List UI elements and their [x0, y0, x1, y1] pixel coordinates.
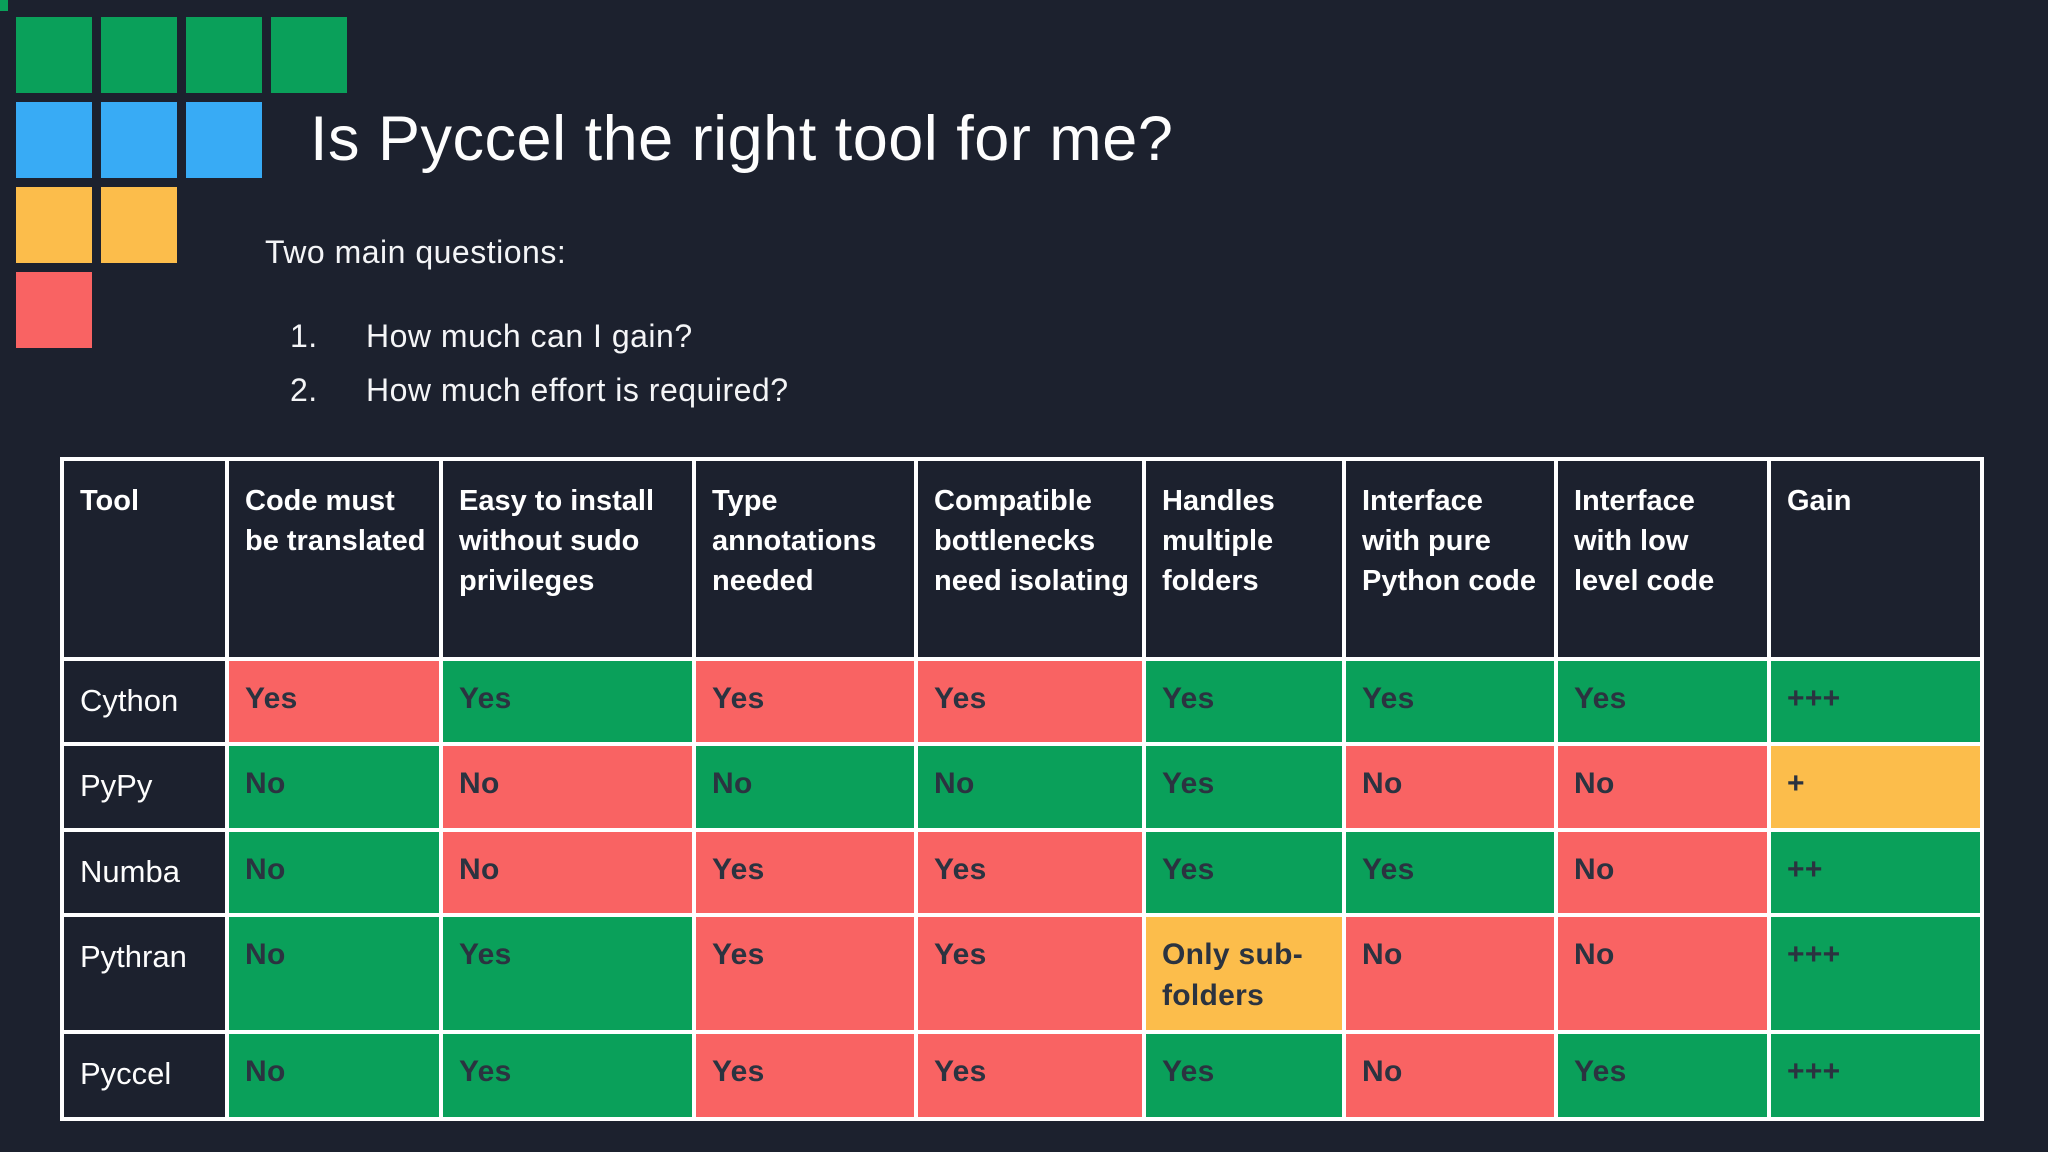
table-row-numba: Numba No No Yes Yes Yes Yes No ++	[60, 828, 1984, 917]
value-cell: No	[225, 1030, 443, 1121]
value-cell: Yes	[225, 657, 443, 746]
table-header: Tool Code must be translated Easy to insta…	[60, 457, 1984, 661]
value-cell: Yes	[692, 1030, 918, 1121]
column-header-compatible-bottlenecks-need-isolating: Compatible bottlenecks need isolating	[914, 457, 1146, 661]
value-cell: No	[1342, 913, 1558, 1034]
value-cell: No	[914, 742, 1146, 832]
value-cell: Yes	[439, 657, 696, 746]
column-header-easy-to-install-without-sudo-privileges: Easy to install without sudo privileges	[439, 457, 696, 661]
value-cell: Yes	[1342, 828, 1558, 917]
column-header-tool: Tool	[60, 457, 229, 661]
value-cell: No	[225, 828, 443, 917]
question-text: How much effort is required?	[366, 372, 789, 408]
logo-row-green	[16, 17, 347, 93]
logo-square-green	[186, 17, 262, 93]
value-cell: Yes	[1554, 657, 1771, 746]
value-cell: No	[1342, 1030, 1558, 1121]
value-cell: Yes	[1142, 1030, 1346, 1121]
column-header-type-annotations-needed: Type annotations needed	[692, 457, 918, 661]
value-cell: Yes	[692, 913, 918, 1034]
logo-row-blue	[16, 102, 347, 178]
value-cell: No	[1554, 828, 1771, 917]
table-row-pypy: PyPy No No No No Yes No No +	[60, 742, 1984, 832]
value-cell: Yes	[439, 913, 696, 1034]
value-cell: No	[1342, 742, 1558, 832]
column-header-code-must-be-translated: Code must be translated	[225, 457, 443, 661]
logo-square-green	[16, 17, 92, 93]
logo-row-red	[16, 272, 347, 348]
value-cell: No	[225, 742, 443, 832]
question-item: 1. How much can I gain?	[290, 318, 788, 355]
question-item: 2. How much effort is required?	[290, 372, 788, 409]
value-cell: Yes	[439, 1030, 696, 1121]
logo-square-red	[16, 272, 92, 348]
logo-row-orange	[16, 187, 347, 263]
value-cell: Yes	[914, 657, 1146, 746]
pyccel-logo	[16, 17, 347, 357]
value-cell: +	[1767, 742, 1984, 832]
value-cell: +++	[1767, 913, 1984, 1034]
logo-square-blue	[101, 102, 177, 178]
value-cell: Yes	[1342, 657, 1558, 746]
logo-square-orange	[16, 187, 92, 263]
tool-name-cell: Cython	[60, 657, 229, 746]
table-row-cython: Cython Yes Yes Yes Yes Yes Yes Yes +++	[60, 657, 1984, 746]
value-cell: Yes	[1142, 657, 1346, 746]
value-cell: +++	[1767, 1030, 1984, 1121]
value-cell: Yes	[1142, 828, 1346, 917]
question-number: 2.	[290, 372, 318, 408]
value-cell: Yes	[692, 828, 918, 917]
value-cell: ++	[1767, 828, 1984, 917]
table-header-row: Tool Code must be translated Easy to insta…	[60, 457, 1984, 661]
value-cell: No	[439, 828, 696, 917]
tool-name-cell: Numba	[60, 828, 229, 917]
column-header-handles-multiple-folders: Handles multiple folders	[1142, 457, 1346, 661]
subtitle-text: Two main questions:	[265, 234, 567, 270]
value-cell: Only sub-folders	[1142, 913, 1346, 1034]
value-cell: Yes	[1554, 1030, 1771, 1121]
value-cell: Yes	[914, 1030, 1146, 1121]
questions-list: 1. How much can I gain? 2. How much effort …	[290, 318, 788, 409]
column-header-gain: Gain	[1767, 457, 1984, 661]
tool-name-cell: Pythran	[60, 913, 229, 1034]
logo-square-blue	[16, 102, 92, 178]
value-cell: +++	[1767, 657, 1984, 746]
value-cell: No	[439, 742, 696, 832]
value-cell: No	[1554, 913, 1771, 1034]
value-cell: Yes	[914, 828, 1146, 917]
tool-name-cell: Pyccel	[60, 1030, 229, 1121]
table-row-pyccel: Pyccel No Yes Yes Yes Yes No Yes +++	[60, 1030, 1984, 1121]
logo-corner-fragment	[0, 0, 8, 11]
logo-square-blue	[186, 102, 262, 178]
tool-name-cell: PyPy	[60, 742, 229, 832]
table-body: Cython Yes Yes Yes Yes Yes Yes Yes +++ PyPy No No No…	[60, 657, 1984, 1121]
comparison-table: Tool Code must be translated Easy to insta…	[60, 457, 1984, 1121]
value-cell: Yes	[1142, 742, 1346, 832]
value-cell: No	[692, 742, 918, 832]
page-title: Is Pyccel the right tool for me?	[310, 104, 1174, 174]
value-cell: No	[1554, 742, 1771, 832]
value-cell: Yes	[692, 657, 918, 746]
question-text: How much can I gain?	[366, 318, 693, 354]
logo-square-green	[101, 17, 177, 93]
question-number: 1.	[290, 318, 318, 354]
value-cell: No	[225, 913, 443, 1034]
table-row-pythran: Pythran No Yes Yes Yes Only sub-folders No No ++…	[60, 913, 1984, 1034]
column-header-interface-with-pure-python-code: Interface with pure Python code	[1342, 457, 1558, 661]
logo-square-green	[271, 17, 347, 93]
logo-square-orange	[101, 187, 177, 263]
column-header-interface-with-low-level-code: Interface with low level code	[1554, 457, 1771, 661]
value-cell: Yes	[914, 913, 1146, 1034]
